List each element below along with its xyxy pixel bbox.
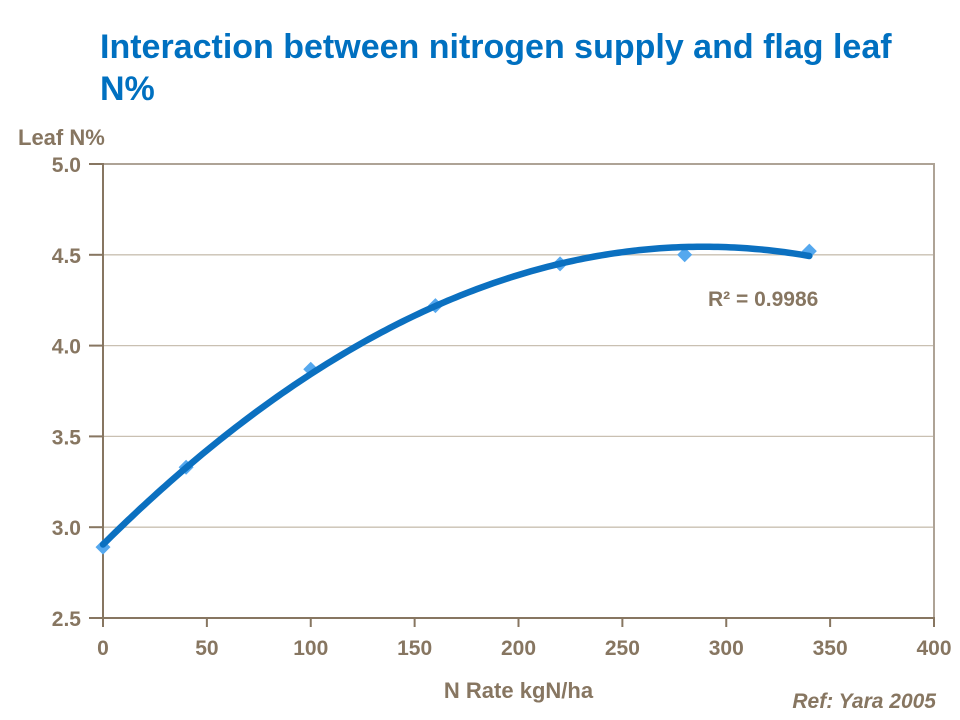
y-tick-label: 5.0 (52, 154, 81, 177)
plot-border (102, 163, 935, 619)
x-tick-label: 200 (501, 637, 536, 660)
x-tick-label: 300 (709, 637, 744, 660)
x-tick-label: 250 (605, 637, 640, 660)
x-tick-label: 50 (195, 637, 218, 660)
chart-title: Interaction between nitrogen supply and … (100, 26, 892, 110)
x-tick-label: 100 (293, 637, 328, 660)
x-tick-label: 0 (97, 637, 109, 660)
chart-title-line1: Interaction between nitrogen supply and … (100, 28, 892, 66)
chart-title-line2: N% (100, 70, 155, 108)
trendline-curve (99, 243, 813, 548)
y-tick-label: 3.5 (52, 426, 82, 449)
x-tick-label: 350 (813, 637, 848, 660)
data-point-marker (677, 247, 693, 263)
x-axis-title: N Rate kgN/ha (443, 678, 594, 703)
y-tick-label: 2.5 (52, 608, 82, 631)
x-tick-label: 400 (916, 637, 951, 660)
y-tick-label: 4.5 (52, 245, 82, 268)
r-squared-annotation: R² = 0.9986 (708, 288, 819, 311)
y-tick-label: 3.0 (52, 517, 81, 540)
x-tick-label: 150 (397, 637, 432, 660)
y-axis-title: Leaf N% (18, 125, 105, 150)
y-tick-label: 4.0 (52, 336, 81, 359)
reference-label: Ref: Yara 2005 (792, 690, 936, 713)
